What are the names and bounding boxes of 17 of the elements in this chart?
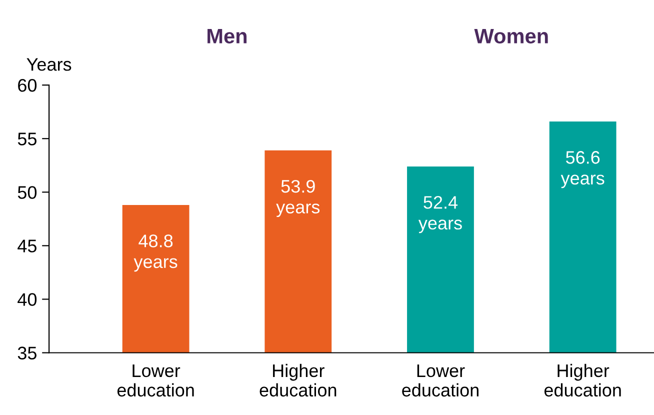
y-tick-label: 50 <box>18 186 37 199</box>
data-label: 48.8 years <box>134 234 178 272</box>
text: Men <box>208 28 247 44</box>
y-tick-label: 45 <box>18 240 36 252</box>
y-axis-title: Years <box>26 58 72 71</box>
data-label: 53.9 years <box>276 180 320 218</box>
data-label: 52.4 years <box>418 196 462 234</box>
y-tick-label: 40 <box>18 293 37 306</box>
x-tick-label: Lower education <box>402 364 478 397</box>
y-tick-label: 60 <box>18 79 37 92</box>
x-tick-label: Higher education <box>544 364 621 397</box>
x-tick-label: Lower education <box>117 364 194 397</box>
y-tick-label: 55 <box>18 132 36 146</box>
text: Women <box>474 28 548 44</box>
data-label: 56.6 years <box>560 151 604 188</box>
x-tick-label: Higher education <box>260 364 336 397</box>
y-tick-label: 35 <box>18 346 36 360</box>
